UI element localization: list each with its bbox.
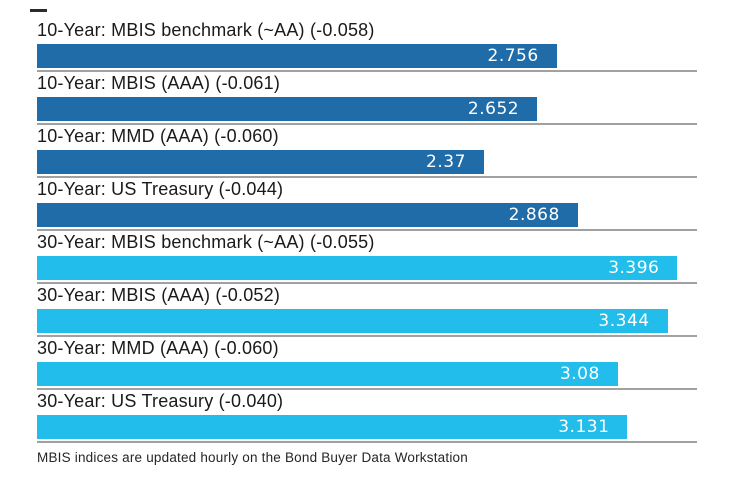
footer-note: MBIS indices are updated hourly on the B… [37,450,468,465]
bar-30yr-mmd-aaa: 3.08 [37,362,618,386]
bar-track: 2.652 [37,97,697,121]
row-separator-line [37,123,697,125]
bar-10yr-mbis-benchmark: 2.756 [37,44,557,68]
bar-track: 2.756 [37,44,697,68]
bar-value: 3.08 [559,364,600,384]
chart-row: 30-Year: US Treasury (-0.040) 3.131 [37,390,697,443]
bar-label: 30-Year: US Treasury (-0.040) [37,391,284,411]
bar-10yr-mbis-aaa: 2.652 [37,97,538,121]
bar-value: 3.131 [558,417,610,437]
bar-30yr-us-treasury: 3.131 [37,415,628,439]
row-separator-line [37,282,697,284]
bar-label: 10-Year: MBIS (AAA) (-0.061) [37,73,281,93]
bar-track: 3.344 [37,309,697,333]
chart-row: 10-Year: US Treasury (-0.044) 2.868 [37,178,697,231]
row-separator-line [37,70,697,72]
bar-value: 2.37 [426,152,466,172]
bar-value: 3.344 [598,311,650,331]
bar-track: 2.868 [37,203,697,227]
chart-row: 10-Year: MMD (AAA) (-0.060) 2.37 [37,125,697,178]
bar-value: 2.868 [508,205,560,225]
chart-row: 10-Year: MBIS benchmark (~AA) (-0.058) 2… [37,19,697,72]
row-separator-line [37,335,697,337]
bar-label: 10-Year: US Treasury (-0.044) [37,179,284,199]
bar-label: 30-Year: MBIS (AAA) (-0.052) [37,285,281,305]
bar-track: 3.131 [37,415,697,439]
row-separator-line [37,176,697,178]
chart-row: 30-Year: MBIS (AAA) (-0.052) 3.344 [37,284,697,337]
bar-value: 3.396 [608,258,660,278]
bar-chart-plot-area: 10-Year: MBIS benchmark (~AA) (-0.058) 2… [37,19,697,443]
row-separator-line [37,441,697,443]
bar-10yr-mmd-aaa: 2.37 [37,150,484,174]
bar-label: 10-Year: MMD (AAA) (-0.060) [37,126,279,146]
chart-row: 30-Year: MMD (AAA) (-0.060) 3.08 [37,337,697,390]
bar-label: 30-Year: MMD (AAA) (-0.060) [37,338,279,358]
chart-row: 30-Year: MBIS benchmark (~AA) (-0.055) 3… [37,231,697,284]
bar-track: 2.37 [37,150,697,174]
row-separator-line [37,229,697,231]
bar-30yr-mbis-aaa: 3.344 [37,309,668,333]
bar-value: 2.756 [487,46,539,66]
bar-track: 3.396 [37,256,697,280]
bar-label: 10-Year: MBIS benchmark (~AA) (-0.058) [37,20,375,40]
chart-row: 10-Year: MBIS (AAA) (-0.061) 2.652 [37,72,697,125]
bar-track: 3.08 [37,362,697,386]
bar-label: 30-Year: MBIS benchmark (~AA) (-0.055) [37,232,375,252]
bar-10yr-us-treasury: 2.868 [37,203,578,227]
bar-value: 2.652 [467,99,520,119]
row-separator-line [37,388,697,390]
top-tick-mark [30,9,47,12]
bar-30yr-mbis-benchmark: 3.396 [37,256,678,280]
